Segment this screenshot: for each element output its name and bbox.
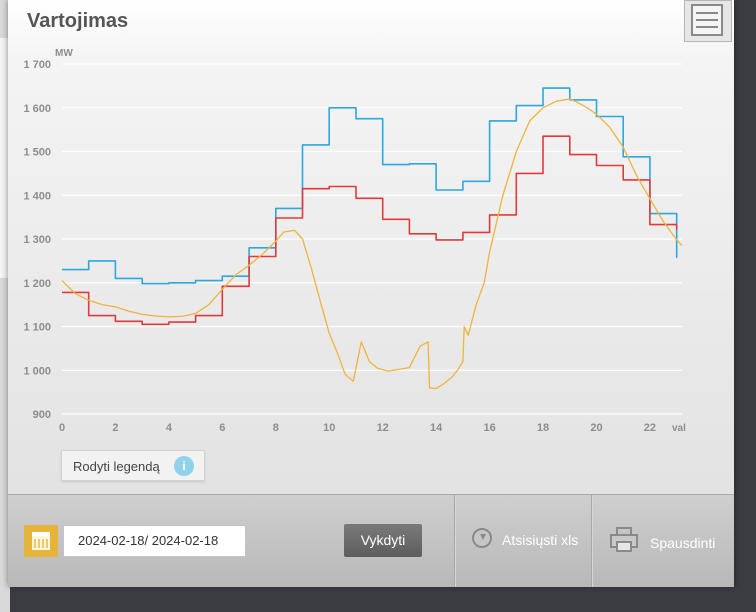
x-tick-label: 14 [430, 422, 443, 434]
menu-icon [691, 4, 723, 36]
background-left [0, 0, 10, 612]
x-tick-label: 20 [590, 422, 602, 434]
info-icon: i [174, 456, 194, 476]
y-tick-label: 1 700 [23, 59, 51, 71]
calendar-icon-grid [34, 539, 48, 548]
menu-icon-bar [696, 19, 718, 21]
x-tick-label: 18 [537, 422, 549, 434]
x-tick-label: 10 [323, 422, 335, 434]
consumption-panel: Vartojimas 900 1 000 1 100 1 200 1 300 1 400 1… [8, 0, 734, 587]
show-legend-button[interactable]: Rodyti legendą i [61, 450, 205, 481]
download-xls-button[interactable]: Atsisiųsti xls [468, 523, 598, 559]
y-tick-label: 1 100 [23, 322, 51, 334]
x-tick-label: 16 [483, 422, 495, 434]
print-button[interactable]: Spausdinti [608, 523, 728, 559]
x-tick-label: 6 [219, 422, 225, 434]
x-axis-label: val [672, 423, 686, 434]
menu-icon-bar [696, 12, 718, 14]
toolbar-divider [591, 495, 592, 587]
calendar-button[interactable] [24, 525, 58, 557]
series-line-1 [62, 135, 678, 326]
chart-menu-button[interactable] [684, 0, 732, 42]
x-tick-label: 0 [59, 422, 65, 434]
date-range-input[interactable]: 2024-02-18/ 2024-02-18 [63, 525, 246, 557]
x-tick-label: 4 [166, 422, 173, 434]
background-left-panel [0, 38, 10, 278]
y-tick-label: 1 400 [23, 190, 51, 202]
execute-button[interactable]: Vykdyti [344, 524, 422, 557]
print-label: Spausdinti [650, 535, 716, 551]
y-tick-label: 1 300 [23, 234, 51, 246]
show-legend-label: Rodyti legendą [73, 459, 160, 474]
y-tick-label: 1 500 [23, 147, 51, 159]
x-tick-label: 2 [112, 422, 118, 434]
y-tick-label: 1 000 [23, 365, 51, 377]
consumption-chart: 900 1 000 1 100 1 200 1 300 1 400 1 500 1 600 1 … [23, 48, 686, 434]
y-tick-label: 1 200 [23, 278, 51, 290]
y-tick-label: 900 [33, 409, 51, 421]
toolbar-divider [454, 495, 455, 587]
download-xls-label: Atsisiųsti xls [502, 532, 579, 548]
background-right [734, 0, 756, 612]
bottom-toolbar: 2024-02-18/ 2024-02-18 Vykdyti Atsisiųst… [8, 494, 734, 587]
download-icon [472, 528, 492, 548]
printer-icon [610, 527, 638, 552]
x-tick-label: 22 [644, 422, 656, 434]
series-line-2 [61, 98, 683, 390]
page-title: Vartojimas [27, 10, 129, 32]
series-line-0 [62, 87, 678, 285]
x-tick-label: 12 [377, 422, 389, 434]
y-axis-label: MW [55, 48, 73, 59]
y-tick-label: 1 600 [23, 103, 51, 115]
x-tick-label: 8 [273, 422, 279, 434]
menu-icon-bar [696, 26, 718, 28]
